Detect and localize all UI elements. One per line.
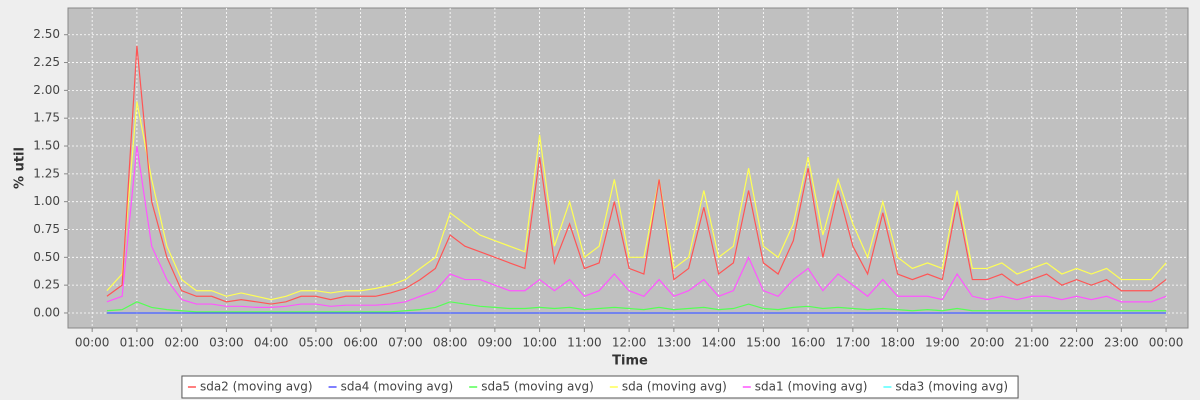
legend-label: sda5 (moving avg) [481, 380, 594, 394]
x-tick-label: 04:00 [254, 336, 289, 350]
legend-label: sda4 (moving avg) [341, 380, 454, 394]
x-tick-label: 16:00 [791, 336, 826, 350]
x-tick-label: 18:00 [880, 336, 915, 350]
series-line [106, 145, 1167, 309]
x-tick-label: 10:00 [522, 336, 557, 350]
x-tick-label: 13:00 [657, 336, 692, 350]
legend-label: sda2 (moving avg) [200, 380, 313, 394]
series-line [106, 301, 1167, 313]
x-axis-label: Time [612, 354, 648, 369]
legend-label: sda3 (moving avg) [895, 380, 1008, 394]
x-tick-label: 11:00 [567, 336, 602, 350]
x-tick-label: 02:00 [164, 336, 199, 350]
x-tick-label: 01:00 [120, 336, 155, 350]
y-tick-label: 1.50 [33, 139, 60, 153]
x-tick-label: 20:00 [970, 336, 1005, 350]
series-line [106, 45, 1167, 305]
x-tick-label: 22:00 [1059, 336, 1094, 350]
x-tick-label: 00:00 [75, 336, 110, 350]
y-axis-label: % util [13, 147, 28, 189]
y-tick-label: 0.25 [33, 278, 60, 292]
legend-box [181, 375, 1019, 399]
y-tick-label: 2.00 [33, 83, 60, 97]
y-tick-label: 1.75 [33, 111, 60, 125]
x-tick-label: 14:00 [701, 336, 736, 350]
x-tick-label: 05:00 [299, 336, 334, 350]
legend-label: sda1 (moving avg) [755, 380, 868, 394]
x-tick-label: 07:00 [388, 336, 423, 350]
legend: sda2 (moving avg) sda4 (moving avg) sda5 (… [181, 375, 1019, 399]
x-tick-label: 12:00 [612, 336, 647, 350]
x-tick-label: 08:00 [433, 336, 468, 350]
x-tick-label: 03:00 [209, 336, 244, 350]
y-tick-label: 0.00 [33, 305, 60, 319]
y-tick-label: 2.25 [33, 55, 60, 69]
x-tick-label: 00:00 [1149, 336, 1184, 350]
x-tick-label: 19:00 [925, 336, 960, 350]
y-tick-label: 0.75 [33, 222, 60, 236]
y-tick-label: 0.50 [33, 250, 60, 264]
y-tick-label: 1.25 [33, 166, 60, 180]
x-tick-label: 23:00 [1104, 336, 1139, 350]
legend-label: sda (moving avg) [622, 380, 727, 394]
x-tick-label: 17:00 [836, 336, 871, 350]
plot-area [67, 7, 1189, 329]
x-tick-label: 06:00 [343, 336, 378, 350]
x-tick-label: 15:00 [746, 336, 781, 350]
x-tick-label: 21:00 [1015, 336, 1050, 350]
x-tick-label: 09:00 [478, 336, 513, 350]
series-line [106, 101, 1167, 301]
y-tick-label: 2.50 [33, 27, 60, 41]
y-tick-label: 1.00 [33, 194, 60, 208]
